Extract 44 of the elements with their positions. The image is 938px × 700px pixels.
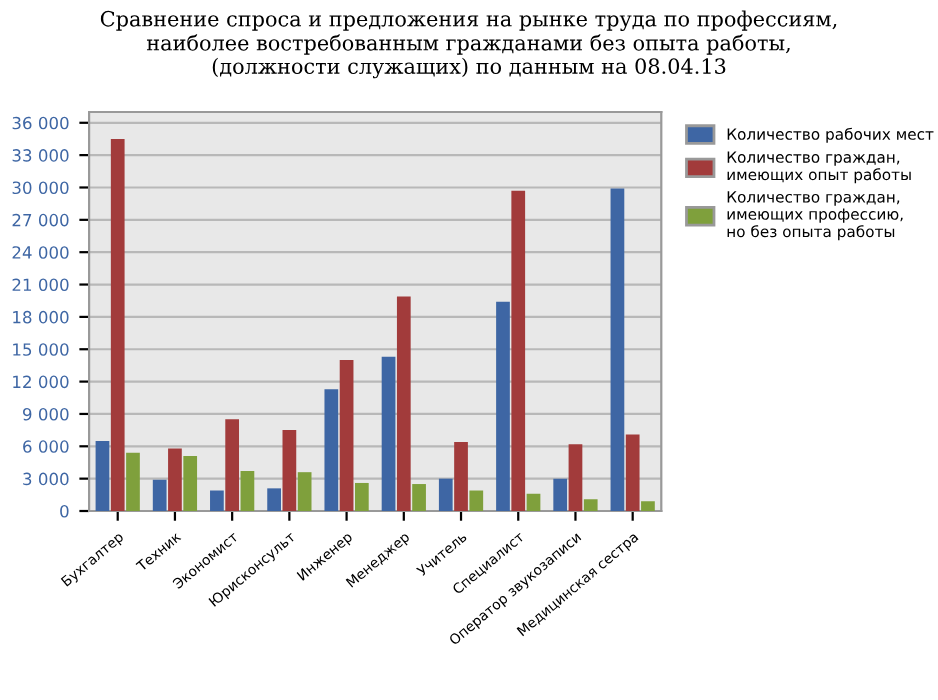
bar bbox=[152, 479, 167, 511]
chart-title: Сравнение спроса и предложения на рынке труда по профессиям, наиболее востребованным гражданами без опыта работы, (должности служащих) по данным на 08.04.13 bbox=[100, 10, 837, 79]
bar bbox=[454, 441, 468, 511]
bar bbox=[553, 478, 568, 511]
bar bbox=[168, 448, 182, 511]
y-tick-label: 18 000 bbox=[13, 310, 69, 324]
bar bbox=[381, 356, 396, 511]
bar bbox=[526, 493, 541, 511]
bar bbox=[568, 444, 583, 511]
bar bbox=[354, 482, 369, 511]
y-tick-label: 15 000 bbox=[13, 343, 69, 356]
y-tick-label: 27 000 bbox=[12, 213, 69, 227]
bar bbox=[641, 501, 655, 511]
y-tick-label: 24 000 bbox=[12, 246, 69, 259]
y-tick-label: 0 bbox=[60, 504, 69, 518]
bar bbox=[225, 419, 240, 511]
y-tick-label: 9 000 bbox=[23, 407, 69, 421]
bar bbox=[183, 456, 198, 511]
bar bbox=[110, 138, 125, 511]
bar bbox=[324, 389, 339, 511]
y-tick-label: 36 000 bbox=[12, 116, 69, 130]
bar bbox=[396, 296, 411, 511]
y-tick-label: 21 000 bbox=[12, 278, 69, 292]
bar bbox=[210, 490, 224, 511]
bar bbox=[95, 440, 110, 511]
y-tick-label: 3 000 bbox=[23, 472, 69, 486]
bar bbox=[469, 490, 484, 511]
bar bbox=[511, 190, 526, 511]
bar bbox=[610, 188, 625, 511]
bar bbox=[282, 430, 297, 511]
bar bbox=[240, 471, 255, 511]
bar bbox=[583, 499, 598, 511]
bar bbox=[267, 488, 281, 511]
y-tick-label: 33 000 bbox=[12, 149, 69, 162]
bar bbox=[438, 478, 453, 511]
bar bbox=[126, 452, 140, 511]
bar bbox=[496, 301, 510, 511]
y-tick-label: 6 000 bbox=[23, 440, 69, 453]
bar bbox=[412, 484, 426, 511]
y-tick-label: 30 000 bbox=[12, 181, 69, 195]
bar bbox=[625, 434, 640, 511]
bar bbox=[297, 472, 312, 511]
bar bbox=[339, 360, 354, 511]
y-tick-label: 12 000 bbox=[13, 375, 69, 389]
